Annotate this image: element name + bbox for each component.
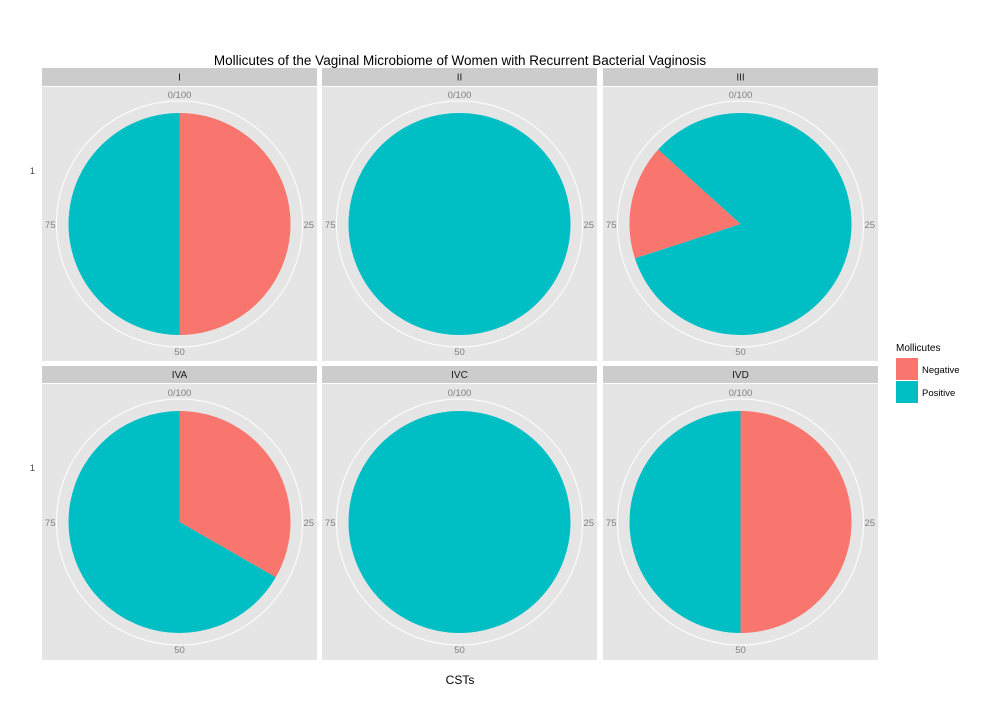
slice-i-negative-0: [179, 113, 291, 335]
grid-circle-ii: [336, 100, 583, 348]
slice-iva-positive-1: [68, 411, 276, 633]
angular-tick-ivc-1: 25: [584, 518, 595, 529]
angular-tick-ivd-0: 0/100: [729, 388, 753, 399]
y-tick-label-row-2: 1: [30, 463, 35, 474]
slice-iii-positive-2: [658, 113, 741, 224]
grid-circle-ivc: [336, 398, 583, 646]
slice-iii-positive-0: [634, 113, 852, 335]
legend-key-positive: [896, 381, 918, 403]
strip-ivc: [322, 366, 597, 383]
grid-circle-ivd: [617, 398, 864, 646]
panel-ivc: IVC 0/100 25 50 75: [322, 366, 597, 660]
angular-tick-iva-3: 75: [45, 518, 56, 529]
slice-ivc-positive-1: [348, 411, 571, 633]
grid-circle-iii: [617, 100, 864, 348]
strip-ii: [322, 68, 597, 86]
angular-tick-ii-2: 50: [454, 347, 465, 358]
y-tick-label-row-1: 1: [30, 166, 35, 177]
grid-circle-iva: [56, 398, 303, 646]
panel-i: I 0/100 25 50 75: [42, 68, 317, 361]
angular-tick-ivc-3: 75: [325, 518, 336, 529]
strip-label-iva: IVA: [172, 370, 188, 381]
x-axis-label: CSTs: [446, 673, 475, 687]
slice-i-positive-1: [68, 113, 180, 335]
legend-key-negative: [896, 358, 918, 380]
strip-label-iii: III: [736, 73, 744, 84]
chart-title: Mollicutes of the Vaginal Microbiome of …: [214, 53, 706, 68]
angular-tick-ivc-2: 50: [454, 645, 465, 656]
strip-label-i: I: [178, 73, 181, 84]
panel-iii: III 0/100 25 50 75: [603, 68, 878, 361]
angular-tick-ii-3: 75: [325, 220, 336, 231]
slice-iva-negative-0: [179, 411, 291, 578]
angular-tick-iii-2: 50: [735, 347, 746, 358]
slice-ii-positive-1: [348, 113, 571, 335]
angular-tick-iva-1: 25: [304, 518, 315, 529]
legend-title: Mollicutes: [896, 343, 940, 354]
angular-tick-ivd-1: 25: [865, 518, 876, 529]
strip-iii: [603, 68, 878, 86]
legend-label-negative: Negative: [922, 365, 960, 376]
slice-ivd-negative-0: [740, 411, 852, 633]
angular-tick-i-2: 50: [174, 347, 185, 358]
angular-tick-i-1: 25: [304, 220, 315, 231]
slice-ivd-positive-1: [629, 411, 741, 633]
angular-tick-ivd-3: 75: [606, 518, 617, 529]
angular-tick-iva-0: 0/100: [168, 388, 192, 399]
angular-tick-ii-0: 0/100: [448, 90, 472, 101]
strip-label-ivc: IVC: [451, 370, 468, 381]
angular-tick-ivd-2: 50: [735, 645, 746, 656]
slice-iii-negative-1: [629, 149, 741, 259]
panel-ii: II 0/100 25 50 75: [322, 68, 597, 361]
angular-tick-i-3: 75: [45, 220, 56, 231]
strip-i: [42, 68, 317, 86]
legend: Mollicutes Negative Positive: [896, 343, 960, 403]
angular-tick-ivc-0: 0/100: [448, 388, 472, 399]
strip-label-ii: II: [457, 73, 463, 84]
legend-label-positive: Positive: [922, 388, 955, 399]
angular-tick-i-0: 0/100: [168, 90, 192, 101]
strip-iva: [42, 366, 317, 383]
strip-label-ivd: IVD: [732, 370, 749, 381]
facet-panels: I0/100255075II0/100255075III0/100255075I…: [42, 68, 878, 660]
panel-ivd: IVD 0/100 25 50 75: [603, 366, 878, 660]
grid-circle-i: [56, 100, 303, 348]
angular-tick-iii-3: 75: [606, 220, 617, 231]
angular-tick-iii-1: 25: [865, 220, 876, 231]
angular-tick-iii-0: 0/100: [729, 90, 753, 101]
panel-iva: IVA 0/100 25 50 75: [42, 366, 317, 660]
angular-tick-iva-2: 50: [174, 645, 185, 656]
angular-tick-ii-1: 25: [584, 220, 595, 231]
strip-ivd: [603, 366, 878, 383]
